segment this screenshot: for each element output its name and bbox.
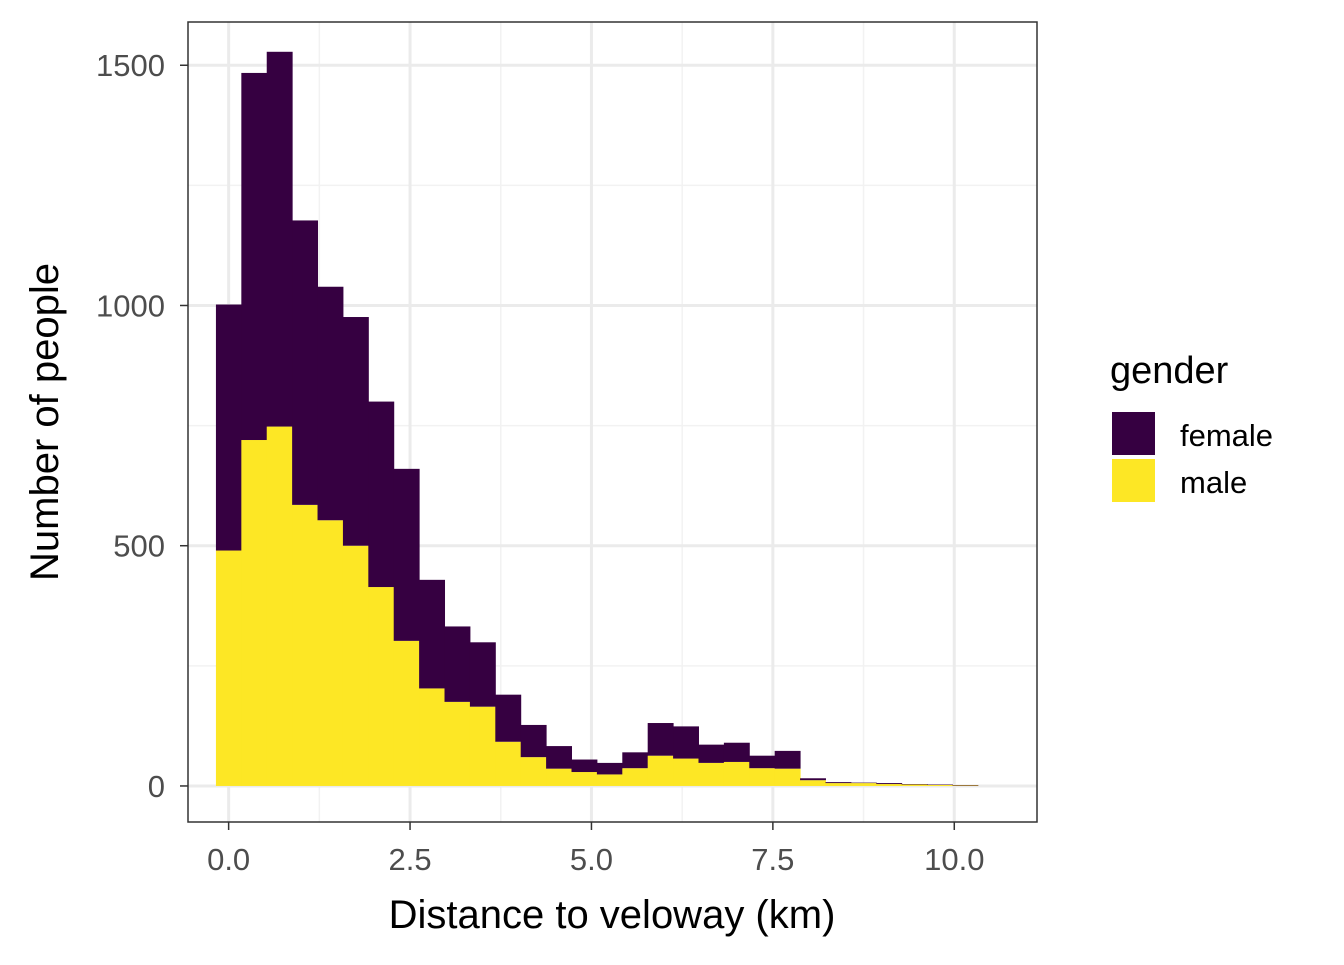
bar-male [597, 774, 623, 786]
bar-female [521, 725, 547, 757]
bar-male [902, 785, 928, 786]
bar-male [749, 768, 775, 786]
bar-female [724, 743, 750, 762]
bar-male [470, 707, 496, 786]
x-axis: 0.0 2.5 5.0 7.5 10.0 [207, 822, 984, 877]
bar-female [216, 305, 242, 551]
bar-female [394, 469, 420, 641]
bar-male [698, 763, 724, 786]
bar-male [292, 505, 318, 786]
bar-male [445, 702, 471, 786]
bar-female [673, 726, 699, 758]
bar-female [876, 783, 902, 784]
bar-male [318, 520, 344, 786]
bar-female [546, 746, 572, 769]
bar-female [825, 782, 851, 783]
y-tick-label: 0 [148, 769, 165, 804]
bar-female [241, 73, 267, 440]
x-tick-label: 10.0 [924, 842, 984, 877]
legend-label-female: female [1180, 418, 1273, 453]
bar-male [521, 757, 547, 786]
bar-male [368, 587, 394, 786]
bar-male [394, 641, 420, 786]
y-axis: 0 500 1000 1500 [96, 48, 188, 804]
bar-male [851, 783, 877, 786]
bar-male [343, 546, 369, 786]
bar-female [318, 287, 344, 521]
bar-female [445, 626, 471, 701]
bar-female [419, 580, 445, 689]
bar-female [292, 220, 318, 504]
bar-male [800, 780, 826, 786]
y-tick-label: 500 [113, 529, 165, 564]
legend-label-male: male [1180, 465, 1247, 500]
legend-key-male [1112, 459, 1155, 502]
bar-female [648, 723, 674, 756]
bar-female [470, 642, 496, 706]
bar-female [572, 760, 598, 772]
bar-male [572, 772, 598, 786]
bar-female [698, 745, 724, 763]
bar-female [775, 751, 801, 769]
legend-title: gender [1110, 350, 1229, 392]
bar-male [927, 785, 953, 786]
y-tick-label: 1500 [96, 48, 165, 83]
bar-male [724, 762, 750, 786]
bar-male [546, 769, 572, 786]
bar-male [622, 768, 648, 786]
bar-male [775, 769, 801, 786]
bar-female [343, 317, 369, 546]
bar-female [749, 756, 775, 768]
bar-female [800, 778, 826, 780]
bar-male [216, 551, 242, 786]
x-axis-title: Distance to veloway (km) [389, 893, 836, 937]
legend-key-female [1112, 412, 1155, 455]
bar-female [495, 695, 521, 742]
bar-male [495, 742, 521, 786]
y-tick-label: 1000 [96, 288, 165, 323]
bar-male [267, 427, 293, 786]
bar-female [622, 752, 648, 768]
x-tick-label: 7.5 [751, 842, 794, 877]
x-tick-label: 0.0 [207, 842, 250, 877]
x-tick-label: 2.5 [388, 842, 431, 877]
bar-male [419, 688, 445, 786]
bar-female [597, 763, 623, 775]
y-axis-title: Number of people [23, 263, 67, 581]
bar-male [241, 440, 267, 786]
x-tick-label: 5.0 [570, 842, 613, 877]
bar-male [673, 759, 699, 786]
bar-female [267, 52, 293, 427]
bar-female [368, 402, 394, 587]
bar-male [648, 756, 674, 786]
legend: gender female male [1110, 350, 1273, 502]
bar-male [825, 783, 851, 786]
bar-male [876, 784, 902, 786]
